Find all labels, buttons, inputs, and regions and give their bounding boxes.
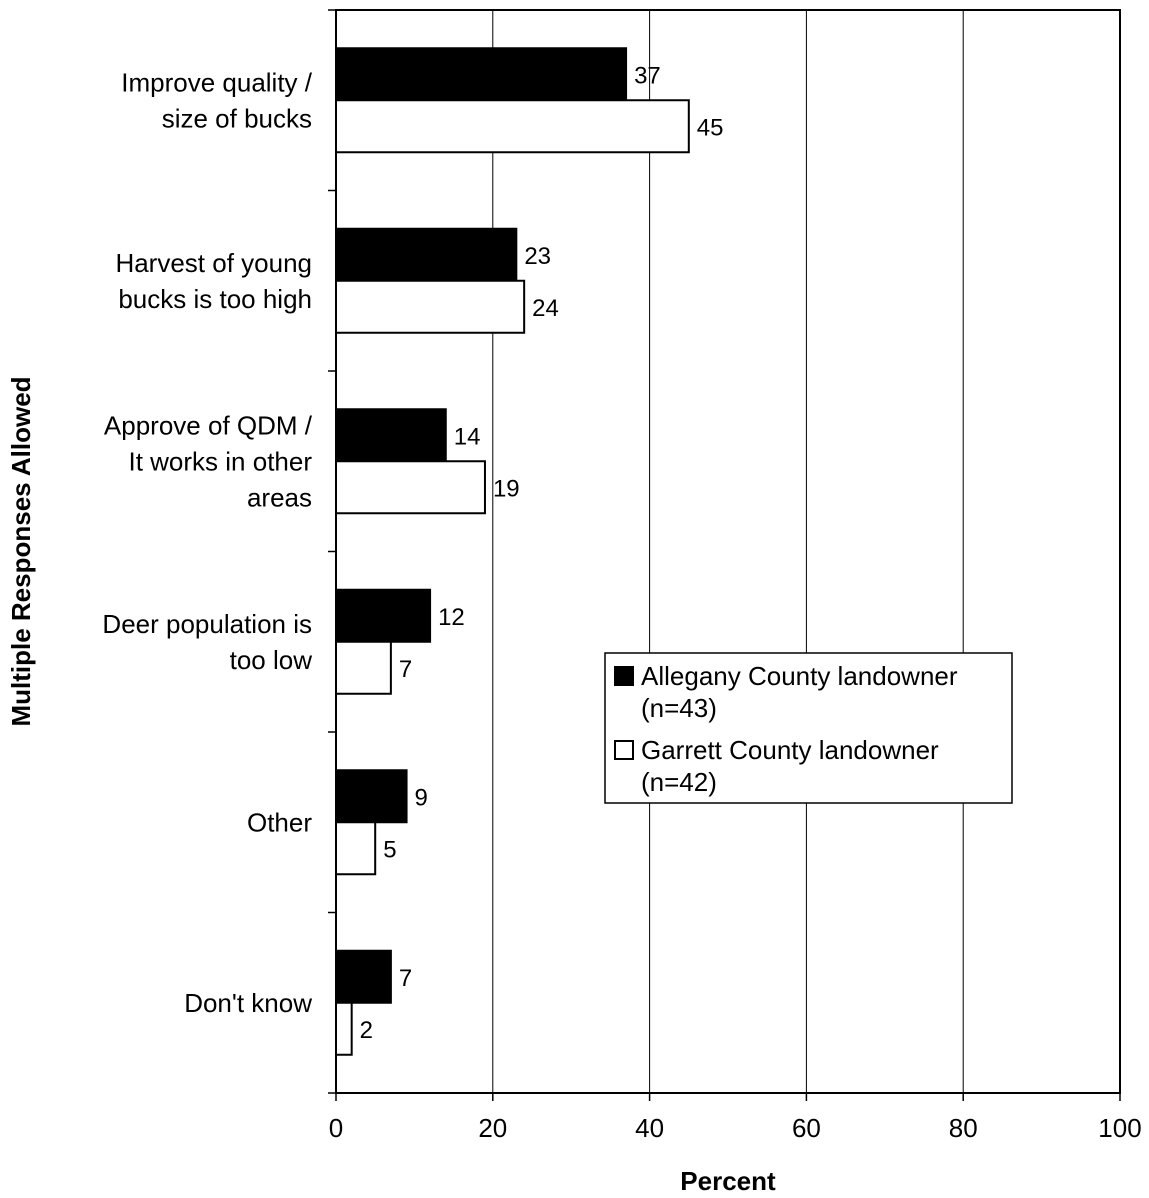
bars (335, 47, 690, 1056)
bar-allegany (335, 588, 432, 643)
bar-garrett (335, 640, 392, 695)
x-axis-title: Percent (680, 1166, 776, 1196)
legend: Allegany County landowner(n=43) Garrett C… (604, 652, 1013, 804)
bar-garrett (335, 821, 377, 876)
category-labels: Improve quality / size of bucks Harvest of… (102, 67, 312, 1018)
bar-allegany (335, 408, 447, 463)
data-label: 24 (532, 295, 559, 322)
gridlines (492, 10, 964, 1093)
category-label: Approve of QDM / (104, 410, 313, 440)
x-tick-label: 80 (949, 1113, 978, 1143)
bar-allegany (335, 227, 518, 282)
x-tick-label: 20 (478, 1113, 507, 1143)
data-label: 45 (697, 114, 724, 141)
bar-garrett (335, 460, 486, 515)
x-tick-label: 60 (792, 1113, 821, 1143)
category-label: too low (230, 645, 313, 675)
legend-label: (n=43) (641, 693, 717, 723)
category-label: Deer population is (102, 609, 312, 639)
category-label: Don't know (184, 988, 312, 1018)
plot-frame (335, 9, 1121, 1094)
legend-swatch (614, 740, 634, 760)
bar-allegany (335, 47, 628, 102)
data-label: 14 (454, 423, 481, 450)
category-label: areas (247, 482, 312, 512)
y-axis-ticks (328, 9, 336, 1094)
legend-box (604, 652, 1013, 804)
data-label: 37 (634, 62, 661, 89)
legend-label: Allegany County landowner (641, 661, 958, 691)
data-label: 9 (415, 784, 428, 811)
x-tick-label: 40 (635, 1113, 664, 1143)
data-label: 7 (399, 965, 412, 992)
x-axis-ticks: 0 20 40 60 80 100 (329, 1093, 1142, 1143)
data-label: 23 (524, 243, 551, 270)
x-tick-label: 0 (329, 1113, 343, 1143)
legend-label: (n=42) (641, 767, 717, 797)
category-label: bucks is too high (118, 284, 312, 314)
category-label: size of bucks (162, 103, 312, 133)
data-label: 2 (360, 1017, 373, 1044)
y-axis-title: Multiple Responses Allowed (6, 376, 36, 726)
category-label: Other (247, 807, 312, 837)
category-label: It works in other (128, 446, 312, 476)
legend-swatch (614, 666, 634, 686)
data-label: 7 (399, 656, 412, 683)
data-label: 19 (493, 475, 520, 502)
category-label: Harvest of young (115, 248, 312, 278)
legend-label: Garrett County landowner (641, 735, 939, 765)
category-label: Improve quality / (121, 67, 313, 97)
x-tick-label: 100 (1098, 1113, 1141, 1143)
data-label: 5 (383, 836, 396, 863)
bar-garrett (335, 1001, 353, 1056)
data-label: 12 (438, 604, 465, 631)
bar-garrett (335, 279, 526, 334)
bar-allegany (335, 949, 392, 1004)
bar-allegany (335, 769, 408, 824)
bar-garrett (335, 99, 690, 154)
